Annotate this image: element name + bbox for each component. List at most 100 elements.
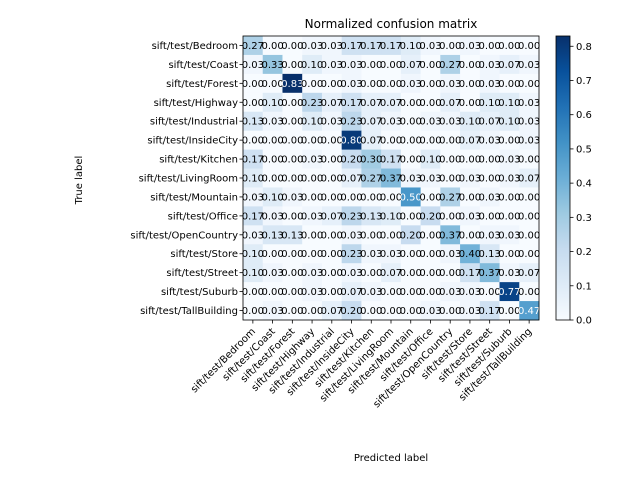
heatmap-cell [341,149,362,169]
colorbar-tick-label: 0.5 [576,144,592,155]
cell-value-label: 0.10 [242,268,264,279]
cell-value-label: 0.17 [340,98,362,109]
cell-value-label: 0.03 [479,60,501,71]
cell-value-label: 0.00 [459,60,481,71]
heatmap-cell [381,225,402,245]
cell-value-label: 0.00 [419,230,441,241]
cell-value-label: 0.00 [281,211,303,222]
cell-value-label: 0.00 [498,136,520,147]
cell-value-label: 0.00 [479,155,501,166]
heatmap-cell [440,282,461,302]
cell-value-label: 0.00 [400,268,422,279]
cell-value-label: 0.80 [340,136,362,147]
cell-value-label: 0.17 [242,211,264,222]
y-tick-label: sift/test/Coast [168,60,238,71]
cell-value-label: 0.37 [380,174,402,185]
heatmap-cell [361,54,382,75]
cell-value-label: 0.83 [281,79,303,90]
heatmap-cell [361,301,382,321]
heatmap-cell [440,54,461,75]
y-tick-label: sift/test/InsideCity [147,136,238,147]
heatmap-cell [361,111,382,132]
cell-value-label: 0.00 [479,287,501,298]
cell-value-label: 0.13 [479,249,501,260]
cell-value-label: 0.07 [321,211,343,222]
heatmap-cell [381,54,402,75]
heatmap-cell [400,92,421,113]
cell-value-label: 0.03 [479,192,501,203]
y-axis-label: True label [74,156,85,206]
cell-value-label: 0.03 [301,155,323,166]
cell-value-label: 0.50 [400,192,422,203]
cell-value-label: 0.00 [301,79,323,90]
heatmap-cell [460,36,481,56]
heatmap-cell [479,301,500,321]
colorbar-tick-label: 0.3 [576,213,592,224]
cell-value-label: 0.00 [439,211,461,222]
cell-value-label: 0.10 [301,60,323,71]
cell-value-label: 0.03 [479,79,501,90]
heatmap-cell [460,54,481,75]
cell-value-label: 0.17 [459,268,481,279]
cell-value-label: 0.00 [380,287,402,298]
heatmap-cell [479,282,500,302]
heatmap-cell [479,149,500,169]
heatmap-cell [302,263,323,283]
heatmap-cell [243,54,264,75]
heatmap-cell [460,168,481,188]
heatmap-cell [282,225,303,245]
heatmap-cell [460,244,481,264]
cell-value-label: 0.07 [498,60,520,71]
heatmap-cell [381,149,402,169]
heatmap-cell [282,301,303,321]
cell-value-label: 0.03 [439,117,461,128]
cell-value-label: 0.20 [400,230,422,241]
heatmap-cell [243,301,264,321]
cell-value-label: 0.00 [518,287,540,298]
heatmap-cell [400,301,421,321]
cell-value-label: 0.00 [242,287,264,298]
heatmap-cell [302,92,323,113]
cell-value-label: 0.00 [400,249,422,260]
cell-value-label: 0.03 [261,117,283,128]
cell-value-label: 0.07 [360,117,382,128]
heatmap-cell [440,73,461,94]
cell-value-label: 0.03 [321,41,343,52]
cell-value-label: 0.00 [261,79,283,90]
cell-value-label: 0.00 [498,41,520,52]
cell-value-label: 0.03 [459,306,481,317]
heatmap-cell [262,244,283,264]
heatmap-cell [420,263,441,283]
cell-value-label: 0.00 [498,192,520,203]
heatmap-cell [262,206,283,226]
cell-value-label: 0.03 [439,79,461,90]
cell-value-label: 0.00 [281,268,303,279]
cell-value-label: 0.77 [498,287,520,298]
heatmap-cell [381,206,402,226]
cell-value-label: 0.00 [261,287,283,298]
heatmap-cell [321,225,343,245]
heatmap-cell [282,206,303,226]
cell-value-label: 0.00 [301,230,323,241]
heatmap-cell [440,130,461,150]
cell-value-label: 0.10 [419,155,441,166]
heatmap-cell [302,73,323,94]
cell-value-label: 0.00 [281,306,303,317]
cell-value-label: 0.00 [242,136,264,147]
cell-value-label: 0.10 [261,98,283,109]
heatmap-cell [460,301,481,321]
heatmap-cell [440,168,461,188]
heatmap-cell [262,54,283,75]
cell-value-label: 0.07 [439,98,461,109]
heatmap-cell [282,92,303,113]
cell-value-label: 0.03 [439,249,461,260]
heatmap-cell [341,301,362,321]
cell-value-label: 0.10 [301,117,323,128]
cell-value-label: 0.00 [360,79,382,90]
cell-value-label: 0.00 [281,117,303,128]
cell-value-label: 0.00 [439,136,461,147]
heatmap-cell [440,225,461,245]
heatmap-cell [243,206,264,226]
heatmap-cell [499,206,520,226]
